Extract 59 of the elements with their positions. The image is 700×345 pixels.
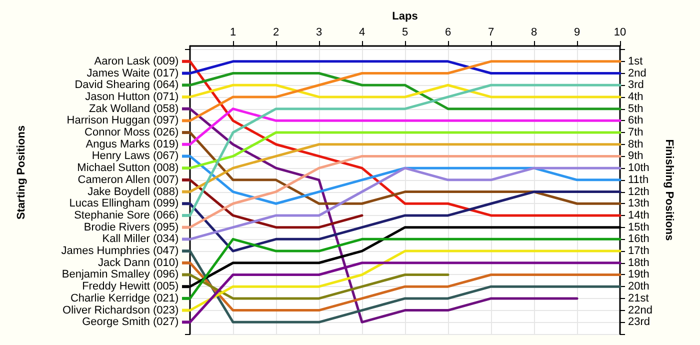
y-tick-label: 20th xyxy=(628,280,650,293)
legend-label: Aaron Lask (009) xyxy=(94,55,179,68)
legend-label: Cameron Allen (007) xyxy=(78,174,179,186)
legend-label: Benjamin Smalley (096) xyxy=(62,268,179,281)
x-tick-label: 9 xyxy=(574,26,580,38)
legend-label: Charlie Kerridge (021) xyxy=(70,292,179,304)
y-tick-label: 13th xyxy=(628,198,650,210)
y-tick-label: 21st xyxy=(628,292,649,304)
y-tick-label: 11th xyxy=(628,174,649,186)
x-tick-label: 3 xyxy=(316,26,322,38)
y-tick-label: 5th xyxy=(628,102,644,115)
legend-label: George Smith (027) xyxy=(82,316,179,328)
x-tick-label: 8 xyxy=(530,26,538,38)
legend-label: Freddy Hewitt (005) xyxy=(82,280,179,293)
x-axis-title: Laps xyxy=(392,10,418,23)
legend-label: Harrison Huggan (097) xyxy=(66,114,179,127)
y-tick-label: 23rd xyxy=(628,316,650,328)
legend-label: Michael Sutton (008) xyxy=(77,162,179,174)
x-tick-label: 7 xyxy=(488,26,494,38)
y-tick-label: 12th xyxy=(628,186,650,198)
legend-label: Zak Wolland (058) xyxy=(88,102,179,115)
legend-label: Kall Miller (034) xyxy=(102,233,179,246)
legend-label: Henry Laws (067) xyxy=(92,150,179,162)
legend-label: Jack Dann (010) xyxy=(98,256,179,269)
legend-label: Brodie Rivers (095) xyxy=(84,221,179,234)
y-tick-label: 1st xyxy=(628,55,643,68)
y-tick-label: 7th xyxy=(628,126,644,139)
y-tick-label: 2nd xyxy=(628,67,646,80)
y-tick-label: 16th xyxy=(628,233,650,246)
text: Starting Positions xyxy=(16,125,28,220)
y-axis-title: Finishing Positions xyxy=(662,139,675,241)
y-tick-label: 22nd xyxy=(628,304,652,316)
legend-label: Oliver Richardson (023) xyxy=(62,304,179,316)
y-tick-label: 10th xyxy=(628,162,650,174)
x-tick-label: 6 xyxy=(444,26,452,38)
x-tick-label: 5 xyxy=(402,26,408,38)
y-tick-label: 17th xyxy=(628,245,650,258)
y-tick-label: 19th xyxy=(628,268,650,281)
x-tick-label: 4 xyxy=(358,26,366,38)
y-tick-label: 9th xyxy=(628,150,644,162)
y-tick-label: 18th xyxy=(628,256,650,269)
y-tick-label: 6th xyxy=(628,114,644,127)
legend-label: Angus Marks (019) xyxy=(86,138,179,150)
y-tick-label: 15th xyxy=(628,221,650,234)
y-tick-label: 3rd xyxy=(628,79,644,92)
legend-label: Stephanie Sore (066) xyxy=(74,209,179,222)
legend-label: David Shearing (064) xyxy=(74,79,179,92)
x-tick-label: 10 xyxy=(614,26,626,38)
x-tick-label: 1 xyxy=(230,26,236,38)
legend-label: Connor Moss (026) xyxy=(84,126,179,139)
y-tick-label: 4th xyxy=(628,90,644,103)
y-tick-label: 8th xyxy=(628,138,644,150)
legend-label: James Humphries (047) xyxy=(61,245,179,258)
legend-label: James Waite (017) xyxy=(86,67,179,80)
legend-label: Jake Boydell (088) xyxy=(88,186,179,198)
legend-label: Jason Hutton (071) xyxy=(85,90,179,103)
legend-label: Lucas Ellingham (099) xyxy=(69,198,179,210)
y-tick-label: 14th xyxy=(628,209,650,222)
x-tick-label: 2 xyxy=(272,26,280,38)
